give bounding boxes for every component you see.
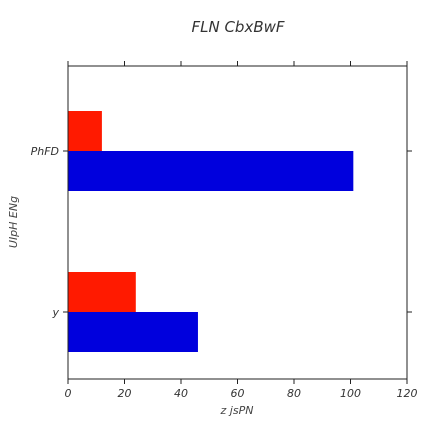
x-tick-label: 120 (397, 387, 418, 400)
x-axis-ticks: 0 20 40 60 80 100 120 (65, 61, 418, 400)
x-axis-label: z jsPN (220, 404, 254, 417)
y-axis-label: UIpH ENg (7, 196, 20, 248)
chart-title: FLN CbxBwF (191, 18, 284, 36)
y-tick-label: y (51, 306, 59, 319)
x-tick-label: 40 (174, 387, 188, 400)
bars-layer (68, 111, 354, 352)
y-tick-label: PhFD (31, 145, 59, 158)
x-tick-label: 60 (231, 387, 245, 400)
x-tick-label: 0 (65, 387, 72, 400)
bar-series-1-phfd (68, 151, 354, 191)
y-axis-ticks: y PhFD (31, 145, 412, 319)
x-tick-label: 80 (287, 387, 301, 400)
bar-series-1-y (68, 312, 198, 352)
bar-series-2-y (68, 272, 136, 312)
x-tick-label: 20 (118, 387, 132, 400)
bar-series-2-phfd (68, 111, 102, 151)
x-tick-label: 100 (340, 387, 361, 400)
